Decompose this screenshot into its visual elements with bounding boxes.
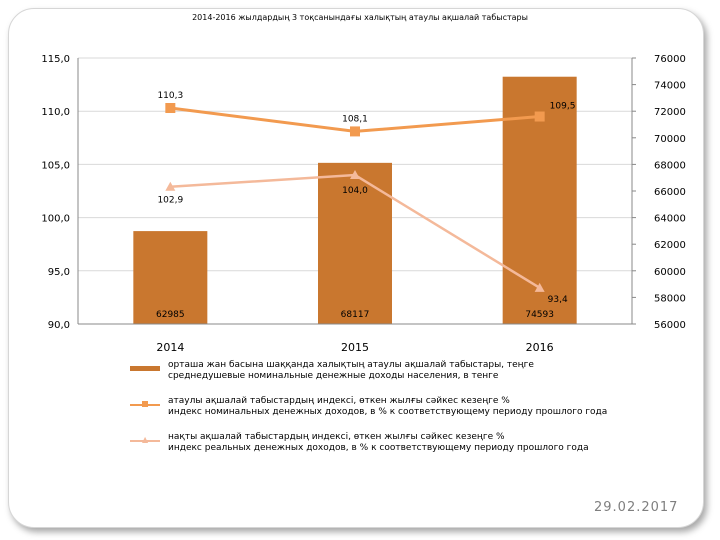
legend-text-nominal-kz: атаулы ақшалай табыстардың индексі, өтке…	[168, 396, 510, 406]
triangle-marker-icon: ▲	[142, 435, 149, 444]
real-index-point	[165, 181, 176, 191]
right-tick-label: 72000	[654, 107, 686, 118]
legend-key-nominal	[130, 401, 160, 407]
legend: орташа жан басына шаққанда халықтың атау…	[130, 360, 670, 468]
left-tick-label: 105,0	[41, 160, 70, 171]
right-tick-label: 66000	[654, 187, 686, 198]
legend-text-bar-ru: среднедушевые номинальные денежные доход…	[168, 371, 499, 381]
real-index-label: 104,0	[342, 186, 368, 196]
lines	[165, 103, 545, 292]
real-index-point	[534, 282, 545, 292]
chart-title: 2014-2016 жылдардың 3 тоқсанындағы халық…	[192, 13, 528, 22]
right-tick-label: 70000	[654, 134, 686, 145]
nominal-index-label: 109,5	[550, 102, 576, 112]
nominal-index-point	[534, 111, 545, 122]
left-tick-label: 110,0	[41, 107, 70, 118]
left-tick-label: 115,0	[41, 54, 70, 65]
square-marker-icon	[142, 401, 148, 407]
legend-key-real: ▲	[130, 435, 160, 444]
legend-text-bar-kz: орташа жан басына шаққанда халықтың атау…	[168, 360, 534, 370]
bar-value-label: 68117	[341, 310, 370, 320]
x-tick-label: 2016	[526, 341, 554, 354]
x-tick-label: 2014	[156, 341, 184, 354]
real-index-label: 93,4	[548, 295, 568, 305]
bar-value-label: 74593	[525, 310, 554, 320]
nominal-index-label: 110,3	[157, 91, 183, 101]
legend-item-bar: орташа жан басына шаққанда халықтың атау…	[130, 360, 670, 396]
nominal-index-point	[350, 126, 360, 137]
bars	[133, 76, 577, 324]
nominal-index-point	[165, 103, 176, 114]
right-tick-label: 64000	[654, 214, 686, 225]
right-tick-label: 60000	[654, 267, 686, 278]
right-tick-label: 62000	[654, 240, 686, 251]
legend-text-real-kz: нақты ақшалай табыстардың индексі, өткен…	[168, 432, 505, 442]
right-tick-label: 58000	[654, 293, 686, 304]
right-tick-label: 76000	[654, 54, 686, 65]
right-tick-label: 74000	[654, 81, 686, 92]
bar	[133, 231, 208, 324]
slide-date: 29.02.2017	[594, 500, 679, 515]
bar-value-label: 62985	[156, 310, 185, 320]
legend-text-nominal-ru: индекс номинальных денежных доходов, в %…	[168, 407, 608, 417]
right-tick-label: 68000	[654, 160, 686, 171]
left-tick-label: 95,0	[48, 267, 70, 278]
left-tick-label: 90,0	[48, 320, 70, 331]
nominal-index-label: 108,1	[342, 114, 368, 124]
x-tick-label: 2015	[341, 341, 369, 354]
right-tick-label: 56000	[654, 320, 686, 331]
data-labels: 62985 68117 74593 110,3 108,1 109,5 102,9 104,0…	[156, 91, 575, 320]
legend-text-real-ru: индекс реальных денежных доходов, в % к …	[168, 443, 589, 453]
real-index-label: 102,9	[157, 196, 183, 206]
legend-item-real: ▲ нақты ақшалай табыстардың индексі, өтк…	[130, 432, 670, 468]
legend-key-bar	[130, 366, 160, 371]
legend-item-nominal: атаулы ақшалай табыстардың индексі, өтке…	[130, 396, 670, 432]
axes: 90,0 95,0 100,0 105,0 110,0 115,0 56000 58000 60…	[41, 54, 685, 354]
real-index-point	[350, 170, 360, 180]
left-tick-label: 100,0	[41, 214, 70, 225]
